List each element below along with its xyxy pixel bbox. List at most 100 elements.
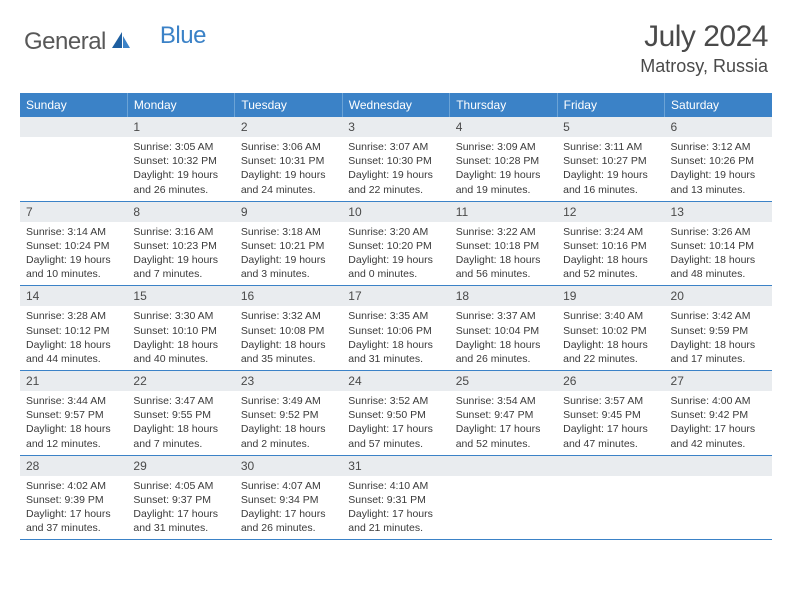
sunset-text: Sunset: 9:39 PM [26, 493, 121, 507]
day-content: Sunrise: 3:18 AMSunset: 10:21 PMDaylight… [235, 222, 342, 286]
day-content: Sunrise: 3:22 AMSunset: 10:18 PMDaylight… [450, 222, 557, 286]
daylight-text: Daylight: 18 hours and 52 minutes. [563, 253, 658, 281]
day-number: 25 [450, 371, 557, 391]
sunrise-text: Sunrise: 3:37 AM [456, 309, 551, 323]
day-number: 11 [450, 202, 557, 222]
daylight-text: Daylight: 19 hours and 3 minutes. [241, 253, 336, 281]
brand-part1: General [24, 28, 106, 56]
daylight-text: Daylight: 17 hours and 31 minutes. [133, 507, 228, 535]
calendar-cell: 6Sunrise: 3:12 AMSunset: 10:26 PMDayligh… [665, 117, 772, 201]
day-content: Sunrise: 3:47 AMSunset: 9:55 PMDaylight:… [127, 391, 234, 455]
daylight-text: Daylight: 18 hours and 44 minutes. [26, 338, 121, 366]
day-number: 30 [235, 456, 342, 476]
sunset-text: Sunset: 9:55 PM [133, 408, 228, 422]
sunset-text: Sunset: 9:31 PM [348, 493, 443, 507]
calendar-cell: 20Sunrise: 3:42 AMSunset: 9:59 PMDayligh… [665, 286, 772, 371]
daylight-text: Daylight: 18 hours and 17 minutes. [671, 338, 766, 366]
calendar-cell [450, 455, 557, 540]
brand-logo: General Blue [24, 20, 206, 56]
day-content: Sunrise: 3:42 AMSunset: 9:59 PMDaylight:… [665, 306, 772, 370]
calendar-cell [557, 455, 664, 540]
calendar-cell: 3Sunrise: 3:07 AMSunset: 10:30 PMDayligh… [342, 117, 449, 201]
sunset-text: Sunset: 9:57 PM [26, 408, 121, 422]
sunrise-text: Sunrise: 3:40 AM [563, 309, 658, 323]
day-number: 19 [557, 286, 664, 306]
sunrise-text: Sunrise: 3:49 AM [241, 394, 336, 408]
calendar-cell: 24Sunrise: 3:52 AMSunset: 9:50 PMDayligh… [342, 371, 449, 456]
sunset-text: Sunset: 10:08 PM [241, 324, 336, 338]
calendar-cell: 19Sunrise: 3:40 AMSunset: 10:02 PMDaylig… [557, 286, 664, 371]
daylight-text: Daylight: 18 hours and 40 minutes. [133, 338, 228, 366]
sunrise-text: Sunrise: 4:10 AM [348, 479, 443, 493]
day-content: Sunrise: 3:14 AMSunset: 10:24 PMDaylight… [20, 222, 127, 286]
calendar-cell: 12Sunrise: 3:24 AMSunset: 10:16 PMDaylig… [557, 201, 664, 286]
day-number: 5 [557, 117, 664, 137]
calendar-cell: 17Sunrise: 3:35 AMSunset: 10:06 PMDaylig… [342, 286, 449, 371]
day-number: 26 [557, 371, 664, 391]
day-content: Sunrise: 3:26 AMSunset: 10:14 PMDaylight… [665, 222, 772, 286]
sunrise-text: Sunrise: 3:11 AM [563, 140, 658, 154]
calendar-cell: 15Sunrise: 3:30 AMSunset: 10:10 PMDaylig… [127, 286, 234, 371]
daylight-text: Daylight: 17 hours and 42 minutes. [671, 422, 766, 450]
day-number: 21 [20, 371, 127, 391]
dayname-mon: Monday [127, 93, 234, 117]
sunset-text: Sunset: 9:47 PM [456, 408, 551, 422]
calendar-cell: 7Sunrise: 3:14 AMSunset: 10:24 PMDayligh… [20, 201, 127, 286]
calendar-cell: 27Sunrise: 4:00 AMSunset: 9:42 PMDayligh… [665, 371, 772, 456]
sunrise-text: Sunrise: 3:12 AM [671, 140, 766, 154]
page-header: General Blue July 2024 Matrosy, Russia [0, 0, 792, 85]
calendar-week-row: 14Sunrise: 3:28 AMSunset: 10:12 PMDaylig… [20, 286, 772, 371]
dayname-row: Sunday Monday Tuesday Wednesday Thursday… [20, 93, 772, 117]
day-content: Sunrise: 4:05 AMSunset: 9:37 PMDaylight:… [127, 476, 234, 540]
daylight-text: Daylight: 19 hours and 24 minutes. [241, 168, 336, 196]
daylight-text: Daylight: 18 hours and 7 minutes. [133, 422, 228, 450]
sunset-text: Sunset: 10:10 PM [133, 324, 228, 338]
day-content: Sunrise: 3:20 AMSunset: 10:20 PMDaylight… [342, 222, 449, 286]
daylight-text: Daylight: 18 hours and 48 minutes. [671, 253, 766, 281]
sunset-text: Sunset: 10:21 PM [241, 239, 336, 253]
brand-part2: Blue [160, 22, 206, 50]
daylight-text: Daylight: 18 hours and 26 minutes. [456, 338, 551, 366]
calendar-cell: 11Sunrise: 3:22 AMSunset: 10:18 PMDaylig… [450, 201, 557, 286]
calendar-week-row: 7Sunrise: 3:14 AMSunset: 10:24 PMDayligh… [20, 201, 772, 286]
calendar-week-row: 28Sunrise: 4:02 AMSunset: 9:39 PMDayligh… [20, 455, 772, 540]
calendar-cell: 29Sunrise: 4:05 AMSunset: 9:37 PMDayligh… [127, 455, 234, 540]
day-content: Sunrise: 3:52 AMSunset: 9:50 PMDaylight:… [342, 391, 449, 455]
title-block: July 2024 Matrosy, Russia [640, 20, 768, 77]
sunset-text: Sunset: 10:30 PM [348, 154, 443, 168]
day-content: Sunrise: 3:30 AMSunset: 10:10 PMDaylight… [127, 306, 234, 370]
day-content: Sunrise: 3:05 AMSunset: 10:32 PMDaylight… [127, 137, 234, 201]
day-content: Sunrise: 3:11 AMSunset: 10:27 PMDaylight… [557, 137, 664, 201]
day-number: 9 [235, 202, 342, 222]
day-number: 31 [342, 456, 449, 476]
day-number: 2 [235, 117, 342, 137]
sunrise-text: Sunrise: 4:02 AM [26, 479, 121, 493]
calendar-cell: 31Sunrise: 4:10 AMSunset: 9:31 PMDayligh… [342, 455, 449, 540]
sunrise-text: Sunrise: 3:20 AM [348, 225, 443, 239]
daylight-text: Daylight: 18 hours and 2 minutes. [241, 422, 336, 450]
day-content: Sunrise: 3:32 AMSunset: 10:08 PMDaylight… [235, 306, 342, 370]
calendar-cell: 1Sunrise: 3:05 AMSunset: 10:32 PMDayligh… [127, 117, 234, 201]
sunrise-text: Sunrise: 3:44 AM [26, 394, 121, 408]
sunset-text: Sunset: 9:34 PM [241, 493, 336, 507]
day-content: Sunrise: 3:35 AMSunset: 10:06 PMDaylight… [342, 306, 449, 370]
day-number [665, 456, 772, 476]
sunset-text: Sunset: 9:59 PM [671, 324, 766, 338]
dayname-thu: Thursday [450, 93, 557, 117]
sunset-text: Sunset: 9:37 PM [133, 493, 228, 507]
day-number [450, 456, 557, 476]
sunset-text: Sunset: 10:32 PM [133, 154, 228, 168]
day-content: Sunrise: 4:02 AMSunset: 9:39 PMDaylight:… [20, 476, 127, 540]
sunrise-text: Sunrise: 4:07 AM [241, 479, 336, 493]
month-title: July 2024 [640, 20, 768, 54]
daylight-text: Daylight: 17 hours and 26 minutes. [241, 507, 336, 535]
calendar-cell: 5Sunrise: 3:11 AMSunset: 10:27 PMDayligh… [557, 117, 664, 201]
daylight-text: Daylight: 17 hours and 57 minutes. [348, 422, 443, 450]
sunrise-text: Sunrise: 3:09 AM [456, 140, 551, 154]
day-number: 7 [20, 202, 127, 222]
day-content: Sunrise: 3:24 AMSunset: 10:16 PMDaylight… [557, 222, 664, 286]
sunrise-text: Sunrise: 3:06 AM [241, 140, 336, 154]
daylight-text: Daylight: 18 hours and 56 minutes. [456, 253, 551, 281]
daylight-text: Daylight: 18 hours and 22 minutes. [563, 338, 658, 366]
sunrise-text: Sunrise: 3:57 AM [563, 394, 658, 408]
